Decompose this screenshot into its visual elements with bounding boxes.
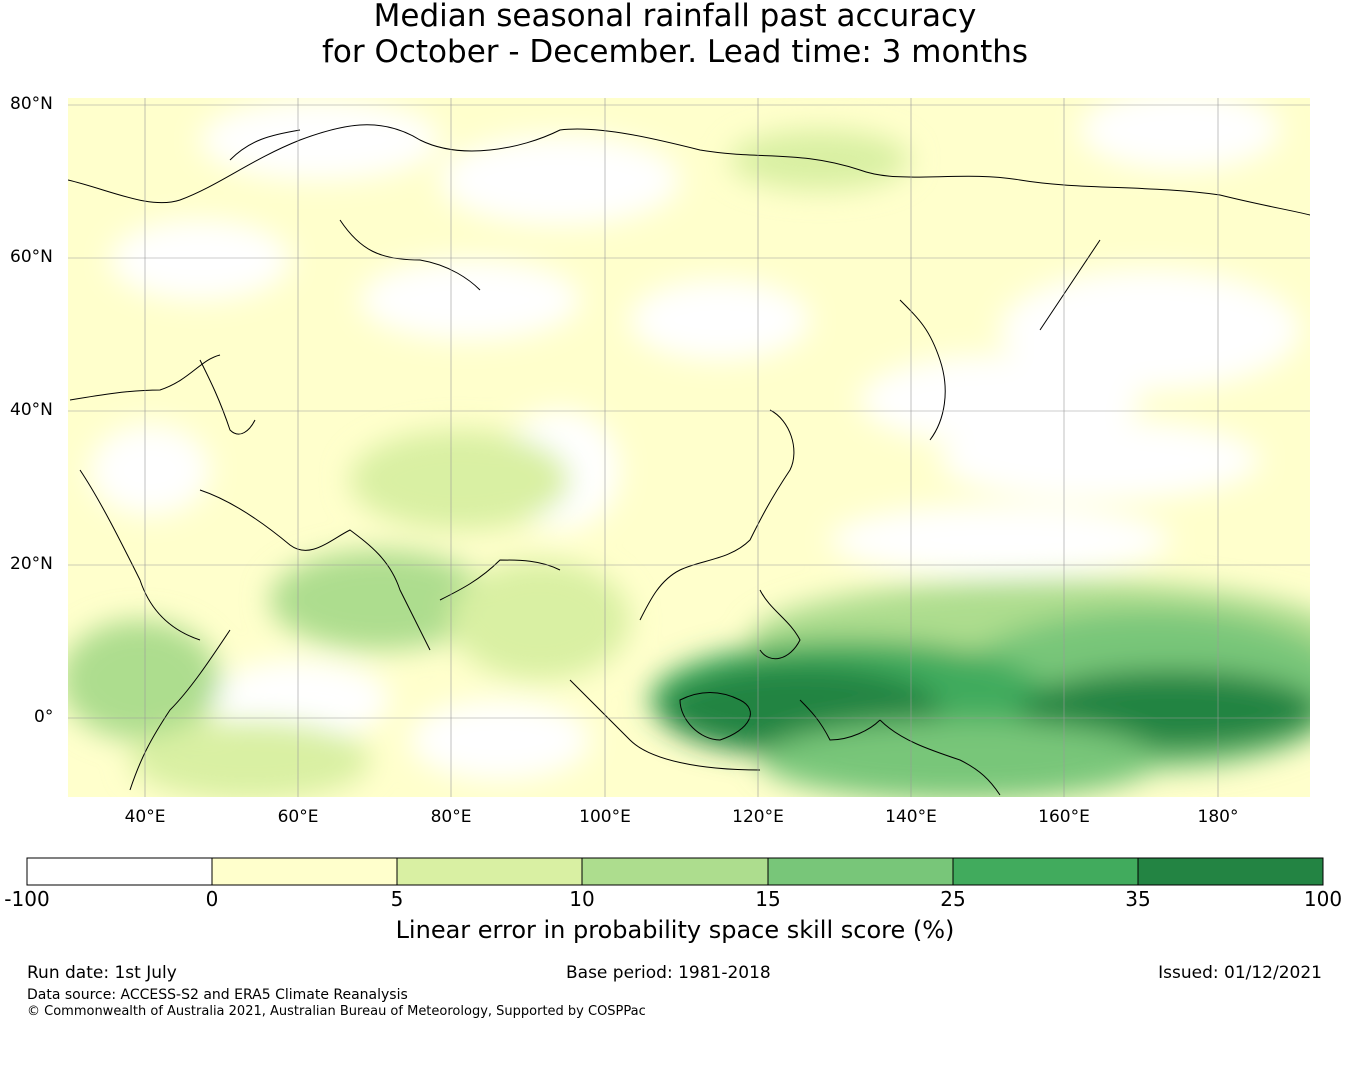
lon-label-60e: 60°E	[277, 807, 319, 827]
colorbar-bin-3	[582, 858, 768, 885]
skill-field	[68, 98, 1310, 797]
colorbar-bin-4	[768, 858, 953, 885]
lat-label-40n: 40°N	[10, 400, 53, 420]
lon-label-40e: 40°E	[124, 807, 166, 827]
issued-date: Issued: 01/12/2021	[1158, 963, 1322, 983]
colorbar-tick: 0	[205, 887, 219, 911]
lon-label-100e: 100°E	[579, 807, 631, 827]
colorbar-bin-0	[27, 858, 212, 885]
lon-label-80e: 80°E	[430, 807, 472, 827]
colorbar-tick: 15	[755, 887, 781, 911]
graticule	[68, 98, 1310, 797]
coastlines	[68, 124, 1310, 796]
run-date: Run date: 1st July	[27, 963, 177, 983]
colorbar-tick: 5	[390, 887, 404, 911]
lat-label-80n: 80°N	[10, 94, 53, 114]
lon-label-180: 180°	[1197, 807, 1239, 827]
colorbar-tick: 100	[1303, 887, 1343, 911]
lat-label-60n: 60°N	[10, 247, 53, 267]
colorbar-tick: 10	[569, 887, 595, 911]
colorbar-label: Linear error in probability space skill …	[395, 916, 955, 944]
base-period: Base period: 1981-2018	[566, 963, 771, 983]
colorbar-bin-5	[953, 858, 1138, 885]
chart-title-line1: Median seasonal rainfall past accuracy	[373, 0, 977, 34]
lon-label-120e: 120°E	[732, 807, 784, 827]
copyright: © Commonwealth of Australia 2021, Austra…	[27, 1004, 646, 1019]
colorbar-bin-2	[397, 858, 582, 885]
lat-label-0: 0°	[34, 707, 54, 727]
colorbar-bin-1	[212, 858, 397, 885]
lon-label-140e: 140°E	[885, 807, 937, 827]
colorbar-tick: 25	[940, 887, 966, 911]
colorbar-tick: -100	[4, 887, 50, 911]
lon-label-160e: 160°E	[1038, 807, 1090, 827]
lat-label-20n: 20°N	[10, 554, 53, 574]
data-source: Data source: ACCESS-S2 and ERA5 Climate …	[27, 987, 408, 1003]
colorbar-bin-6	[1138, 858, 1323, 885]
colorbar	[26, 857, 1324, 886]
colorbar-tick: 35	[1125, 887, 1151, 911]
chart-title-line2: for October - December. Lead time: 3 mon…	[321, 34, 1029, 70]
map-area	[68, 98, 1310, 797]
